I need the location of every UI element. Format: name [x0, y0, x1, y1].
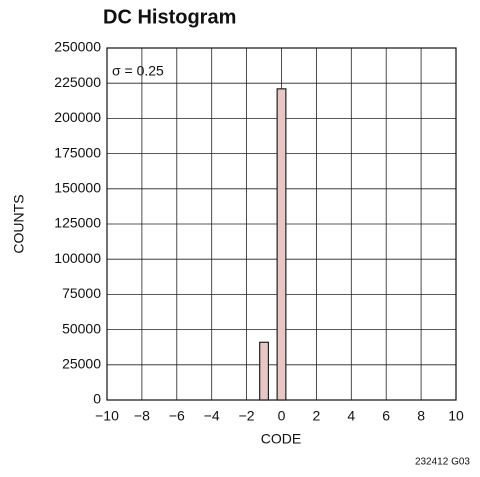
y-tick-label: 175000 — [54, 144, 101, 160]
y-tick-label: 150000 — [54, 180, 101, 196]
x-axis-label: CODE — [261, 431, 301, 447]
y-tick-label: 125000 — [54, 215, 101, 231]
y-tick-label: 250000 — [54, 39, 101, 55]
y-tick-label: 0 — [93, 391, 101, 407]
x-tick-label: −4 — [204, 408, 220, 424]
y-tick-label: 100000 — [54, 250, 101, 266]
x-tick-label: 0 — [278, 408, 286, 424]
x-tick-label: −6 — [169, 408, 185, 424]
y-tick-label: 200000 — [54, 109, 101, 125]
x-tick-label: −2 — [239, 408, 255, 424]
y-tick-label: 50000 — [62, 320, 101, 336]
y-tick-label: 225000 — [54, 74, 101, 90]
x-tick-label: 8 — [417, 408, 425, 424]
x-tick-label: −8 — [134, 408, 150, 424]
y-tick-label: 75000 — [62, 285, 101, 301]
y-tick-label: 25000 — [62, 356, 101, 372]
chart-title: DC Histogram — [103, 6, 236, 28]
x-tick-label: 4 — [347, 408, 355, 424]
x-tick-label: 10 — [448, 408, 464, 424]
y-axis-label: COUNTS — [11, 194, 27, 253]
bar — [276, 88, 287, 401]
x-tick-label: −10 — [95, 408, 119, 424]
x-tick-label: 2 — [313, 408, 321, 424]
bar — [259, 341, 270, 401]
annotation: σ = 0.25 — [112, 63, 164, 79]
footnote: 232412 G03 — [415, 457, 470, 468]
x-tick-label: 6 — [382, 408, 390, 424]
